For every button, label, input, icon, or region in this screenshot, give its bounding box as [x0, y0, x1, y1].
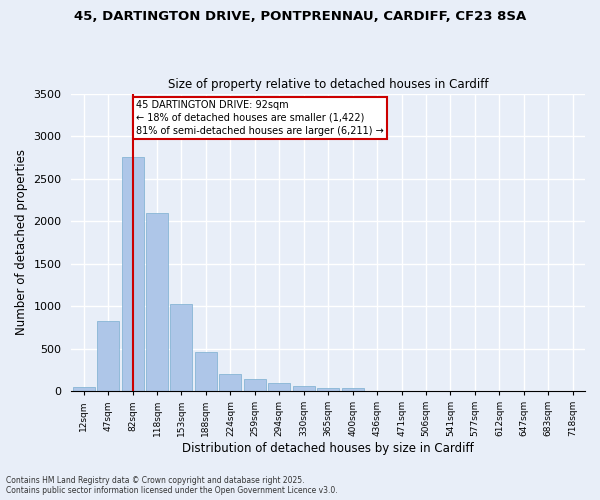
Bar	[341, 388, 364, 391]
Y-axis label: Number of detached properties: Number of detached properties	[15, 150, 28, 336]
Bar	[122, 158, 143, 391]
Bar	[73, 387, 95, 391]
Text: 45 DARTINGTON DRIVE: 92sqm
← 18% of detached houses are smaller (1,422)
81% of s: 45 DARTINGTON DRIVE: 92sqm ← 18% of deta…	[136, 100, 384, 136]
Bar	[244, 379, 266, 391]
Title: Size of property relative to detached houses in Cardiff: Size of property relative to detached ho…	[168, 78, 488, 91]
Bar	[293, 386, 315, 391]
Bar	[97, 322, 119, 391]
Text: 45, DARTINGTON DRIVE, PONTPRENNAU, CARDIFF, CF23 8SA: 45, DARTINGTON DRIVE, PONTPRENNAU, CARDI…	[74, 10, 526, 23]
Bar	[170, 304, 193, 391]
Text: Contains HM Land Registry data © Crown copyright and database right 2025.
Contai: Contains HM Land Registry data © Crown c…	[6, 476, 338, 495]
Bar	[146, 212, 168, 391]
Bar	[317, 388, 339, 391]
Bar	[195, 352, 217, 391]
Bar	[268, 384, 290, 391]
X-axis label: Distribution of detached houses by size in Cardiff: Distribution of detached houses by size …	[182, 442, 474, 455]
Bar	[220, 374, 241, 391]
